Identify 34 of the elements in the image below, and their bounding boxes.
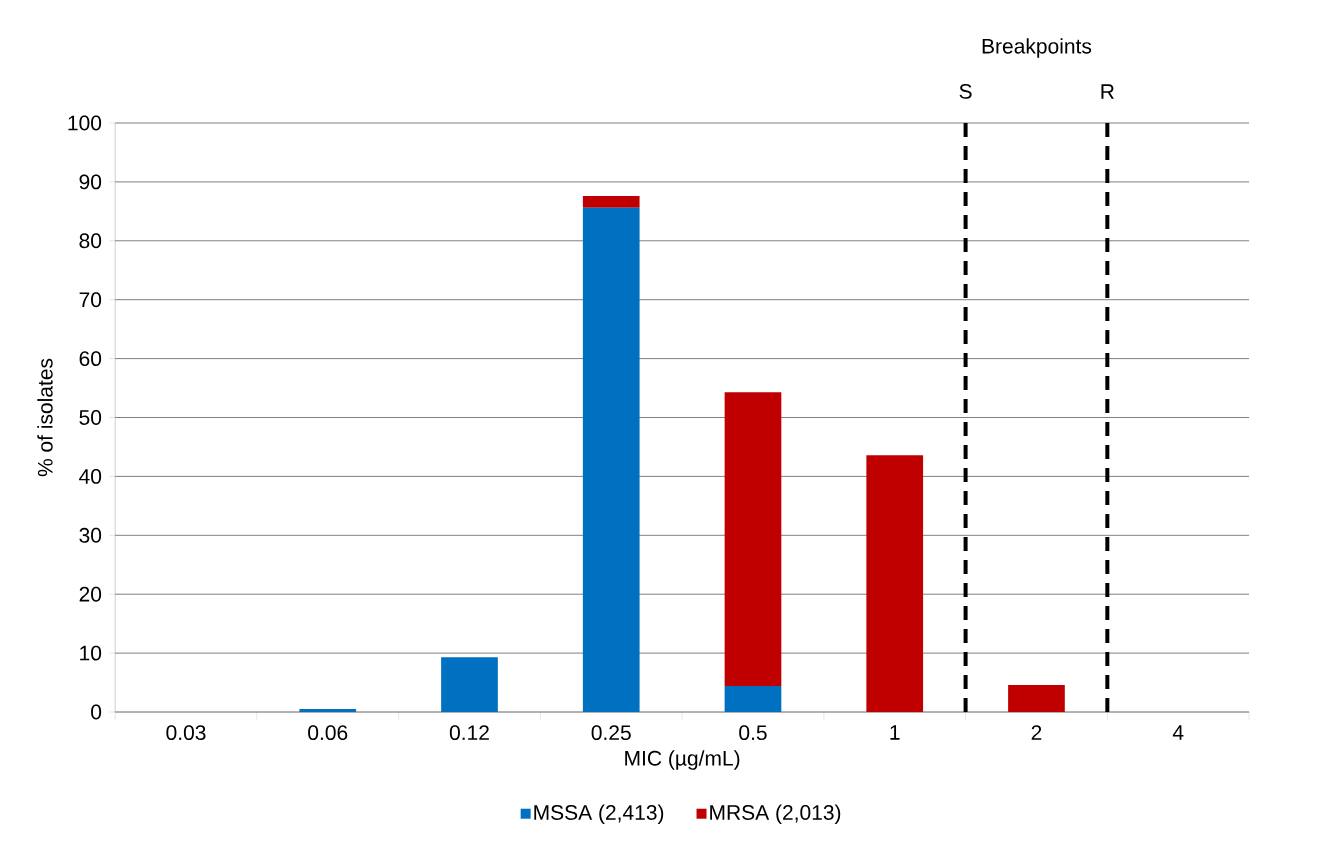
bar bbox=[724, 686, 782, 712]
y-tick-label: 10 bbox=[80, 645, 102, 661]
x-tick-label: 4 bbox=[1172, 725, 1184, 740]
text: Breakpoints bbox=[982, 38, 1092, 58]
x-tick-label: 0.5 bbox=[739, 725, 767, 741]
x-tick-label: 0.06 bbox=[308, 725, 348, 741]
y-tick-label: 40 bbox=[79, 468, 102, 484]
x-axis-title: MIC (µg/mL) bbox=[625, 750, 740, 770]
bar bbox=[866, 455, 924, 712]
text: R bbox=[1101, 84, 1114, 99]
bar bbox=[441, 657, 498, 712]
legend-label: MRSA (2,013) bbox=[710, 804, 841, 825]
y-tick-label: 90 bbox=[79, 174, 102, 190]
bar bbox=[724, 392, 782, 687]
x-tick-label: 0.25 bbox=[591, 725, 631, 741]
y-tick-label: 20 bbox=[79, 586, 102, 602]
legend-label: MSSA (2,413) bbox=[534, 804, 664, 825]
y-tick-label: 30 bbox=[79, 527, 102, 543]
x-tick-label: 0.12 bbox=[449, 725, 489, 741]
y-tick-label: 100 bbox=[68, 115, 102, 131]
x-tick-label: 1 bbox=[890, 725, 900, 740]
y-tick-label: 50 bbox=[79, 410, 102, 425]
text: S bbox=[959, 83, 972, 99]
bar bbox=[299, 709, 357, 712]
x-tick-label: 2 bbox=[1031, 725, 1042, 740]
y-tick-label: 70 bbox=[79, 292, 102, 308]
bar bbox=[1008, 684, 1065, 712]
y-tick-label: 60 bbox=[79, 351, 102, 367]
bar bbox=[582, 207, 640, 712]
y-tick-label: 0 bbox=[91, 704, 102, 720]
bar bbox=[582, 196, 640, 208]
y-tick-label: 80 bbox=[79, 233, 102, 249]
y-axis-title: % of isolates bbox=[37, 358, 53, 477]
x-tick-label: 0.03 bbox=[166, 725, 206, 741]
